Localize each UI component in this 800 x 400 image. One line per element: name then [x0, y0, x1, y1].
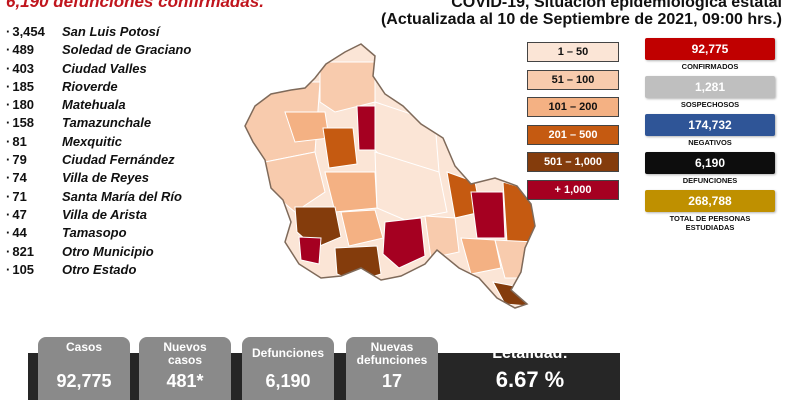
- municipality-name: Ciudad Fernández: [62, 152, 175, 168]
- card-casos: Casos 92,775: [38, 337, 130, 400]
- header-title-line2: (Actualizada al 10 de Septiembre de 2021…: [380, 11, 782, 28]
- card-label: Nuevas defunciones: [356, 340, 428, 367]
- stat-value: 174,732: [645, 114, 775, 136]
- header-title: COVID-19, Situación epidemiológica estat…: [381, 0, 782, 30]
- municipality-count: 158: [12, 115, 35, 131]
- card-value: 481*: [166, 371, 204, 391]
- header-deaths-text: 6,190 defunciones confirmadas.: [6, 0, 264, 11]
- list-item: · 79 Ciudad Fernández: [6, 152, 175, 168]
- legend-item: 51 – 100: [527, 69, 619, 90]
- card-value: 17: [381, 371, 403, 391]
- header-title-line1: COVID-19, Situación epidemiológica estat…: [451, 0, 782, 11]
- map-legend: 1 – 50 51 – 100 101 – 200 201 – 500 501 …: [527, 42, 619, 207]
- municipality-count: 79: [12, 152, 27, 168]
- card-defunciones: Defunciones 6,190: [242, 337, 334, 400]
- list-item: · 47 Villa de Arista: [6, 206, 148, 222]
- list-item: · 71 Santa María del Río: [6, 188, 182, 204]
- stat-label: NEGATIVOS: [688, 138, 732, 147]
- municipality-name: Villa de Reyes: [62, 170, 149, 186]
- card-label: Nuevos casos: [163, 340, 207, 367]
- list-item: · 403 Ciudad Valles: [6, 60, 147, 76]
- summary-bar: Casos 92,775 Nuevos casos 481* Defuncion…: [0, 337, 800, 400]
- municipality-count: 3,454: [12, 24, 45, 39]
- stat-negativos: 174,732 NEGATIVOS: [645, 114, 775, 147]
- municipality-name: Ciudad Valles: [62, 60, 147, 76]
- municipality-name: Tamasopo: [62, 225, 127, 241]
- list-item: · 180 Matehuala: [6, 97, 126, 113]
- stats-panel: 92,775 CONFIRMADOS 1,281 SOSPECHOSOS 174…: [645, 38, 775, 237]
- list-item: · 821 Otro Municipio: [6, 243, 154, 259]
- municipality-name: Villa de Arista: [62, 206, 148, 222]
- card-value: 92,775: [56, 371, 112, 391]
- stat-value: 92,775: [645, 38, 775, 60]
- municipality-count: 105: [12, 261, 35, 277]
- municipality-name: Tamazunchale: [62, 115, 152, 131]
- stat-value: 1,281: [645, 76, 775, 98]
- legend-item: + 1,000: [527, 179, 619, 200]
- stat-label: SOSPECHOSOS: [680, 100, 740, 109]
- list-item: · 74 Villa de Reyes: [6, 170, 149, 186]
- stat-total-estudiadas: 268,788 TOTAL DE PERSONAS ESTUDIADAS: [645, 190, 775, 232]
- municipality-count: 180: [12, 97, 35, 113]
- card-nuevos-casos: Nuevos casos 481*: [139, 337, 231, 400]
- municipality-name: Mexquitic: [62, 133, 122, 149]
- legend-item: 1 – 50: [527, 42, 619, 62]
- stat-label: CONFIRMADOS: [681, 62, 739, 71]
- municipality-name: Rioverde: [62, 78, 118, 94]
- stat-confirmados: 92,775 CONFIRMADOS: [645, 38, 775, 71]
- municipality-name: Otro Estado: [62, 261, 137, 277]
- legend-item: 201 – 500: [527, 124, 619, 145]
- municipality-count: 71: [12, 188, 27, 204]
- municipality-count: 47: [12, 206, 27, 222]
- list-item: · 489 Soledad de Graciano: [6, 42, 192, 58]
- card-value: 6.67 %: [495, 367, 565, 392]
- stat-defunciones: 6,190 DEFUNCIONES: [645, 152, 775, 185]
- map-regions: [245, 44, 535, 308]
- municipality-name: Soledad de Graciano: [62, 42, 192, 58]
- municipality-name: Otro Municipio: [62, 243, 154, 259]
- card-label: Casos: [65, 340, 103, 354]
- municipality-count: 489: [12, 42, 35, 58]
- municipality-count: 81: [12, 133, 27, 149]
- map-svg: [244, 43, 536, 309]
- list-item: · 158 Tamazunchale: [6, 115, 152, 131]
- municipality-count: 185: [12, 78, 35, 94]
- list-item: · 185 Rioverde: [6, 78, 118, 94]
- legend-item: 501 – 1,000: [527, 152, 619, 172]
- stat-label: TOTAL DE PERSONAS ESTUDIADAS: [669, 214, 751, 232]
- card-label: Letalidad:: [492, 345, 568, 362]
- stat-value: 268,788: [645, 190, 775, 212]
- list-item: · 44 Tamasopo: [6, 225, 127, 241]
- municipality-list: · 3,454 San Luis Potosí · 489 Soledad de Gra…: [6, 24, 206, 280]
- list-item: · 105 Otro Estado: [6, 261, 137, 277]
- municipality-count: 74: [12, 170, 27, 186]
- list-item: · 3,454 San Luis Potosí: [6, 24, 160, 39]
- stat-label: DEFUNCIONES: [682, 176, 738, 185]
- municipality-name: Matehuala: [62, 97, 126, 113]
- municipality-name: San Luis Potosí: [62, 24, 160, 39]
- legend-item: 101 – 200: [527, 97, 619, 117]
- municipality-name: Santa María del Río: [62, 188, 182, 204]
- stat-sospechosos: 1,281 SOSPECHOSOS: [645, 76, 775, 109]
- card-value: 6,190: [265, 371, 311, 391]
- list-item: · 81 Mexquitic: [6, 133, 122, 149]
- state-choropleth-map: [225, 42, 550, 322]
- municipality-count: 403: [12, 60, 35, 76]
- stat-value: 6,190: [645, 152, 775, 174]
- municipality-count: 821: [12, 243, 35, 259]
- card-letalidad: Letalidad: 6.67 %: [440, 345, 620, 400]
- municipality-count: 44: [12, 225, 27, 241]
- card-nuevas-defunciones: Nuevas defunciones 17: [346, 337, 438, 400]
- card-label: Defunciones: [251, 346, 324, 360]
- state-outline: [244, 43, 536, 309]
